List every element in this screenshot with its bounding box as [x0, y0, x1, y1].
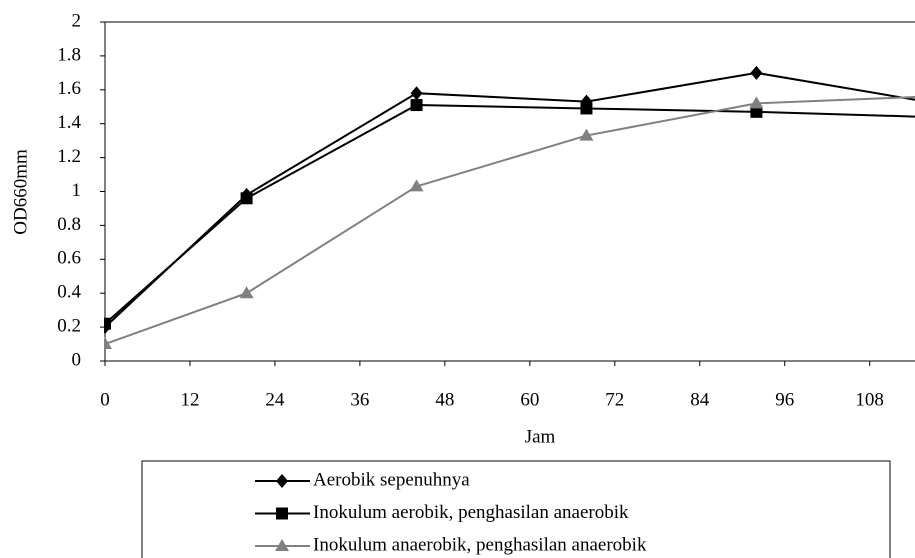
legend-marker — [275, 539, 289, 551]
data-point — [240, 192, 253, 205]
y-tick-label: 0.6 — [57, 248, 81, 269]
x-tick-label: 24 — [265, 389, 285, 410]
legend-marker — [276, 507, 288, 520]
y-tick-label: 1.6 — [57, 78, 81, 99]
data-point — [750, 105, 763, 118]
y-axis-label: OD660mm — [10, 149, 31, 235]
x-axis-label: Jam — [525, 426, 556, 447]
y-tick-label: 1 — [72, 180, 82, 201]
series-line — [104, 104, 915, 325]
y-tick-label: 1.4 — [57, 112, 81, 133]
x-tick-label: 36 — [350, 389, 369, 410]
y-tick-label: 0.4 — [57, 282, 81, 303]
legend-label: Inokulum anaerobik, penghasilan anaerobi… — [313, 534, 647, 555]
legend-box — [141, 460, 891, 558]
data-point — [410, 86, 423, 101]
y-tick-label: 1.2 — [57, 146, 81, 167]
y-tick-label: 0.8 — [57, 214, 81, 235]
data-point — [104, 337, 112, 350]
legend-marker — [276, 474, 288, 488]
x-tick-label: 96 — [775, 389, 794, 410]
legend-label: Aerobik sepenuhnya — [313, 469, 470, 490]
x-tick-label: 108 — [855, 389, 884, 410]
data-point — [579, 128, 594, 141]
data-point — [104, 317, 111, 330]
data-point — [750, 65, 763, 80]
data-point — [749, 96, 764, 109]
plot-area — [104, 65, 915, 350]
y-tick-label: 1.8 — [57, 44, 81, 65]
data-point — [580, 102, 593, 115]
x-tick-label: 12 — [180, 389, 199, 410]
y-tick-label: 0 — [72, 349, 82, 370]
x-tick-label: 60 — [520, 389, 539, 410]
legend-label: Inokulum aerobik, penghasilan anaerobik — [313, 502, 629, 523]
data-point — [410, 99, 423, 112]
x-tick-label: 84 — [690, 389, 710, 410]
x-tick-label: 72 — [605, 389, 624, 410]
data-point — [409, 179, 424, 192]
series-line — [104, 71, 915, 328]
series-line — [104, 96, 915, 345]
x-tick-label: 0 — [100, 389, 110, 410]
data-point — [239, 286, 254, 299]
x-tick-label: 48 — [435, 389, 454, 410]
y-tick-label: 2 — [72, 10, 82, 31]
y-tick-label: 0.2 — [57, 315, 81, 336]
